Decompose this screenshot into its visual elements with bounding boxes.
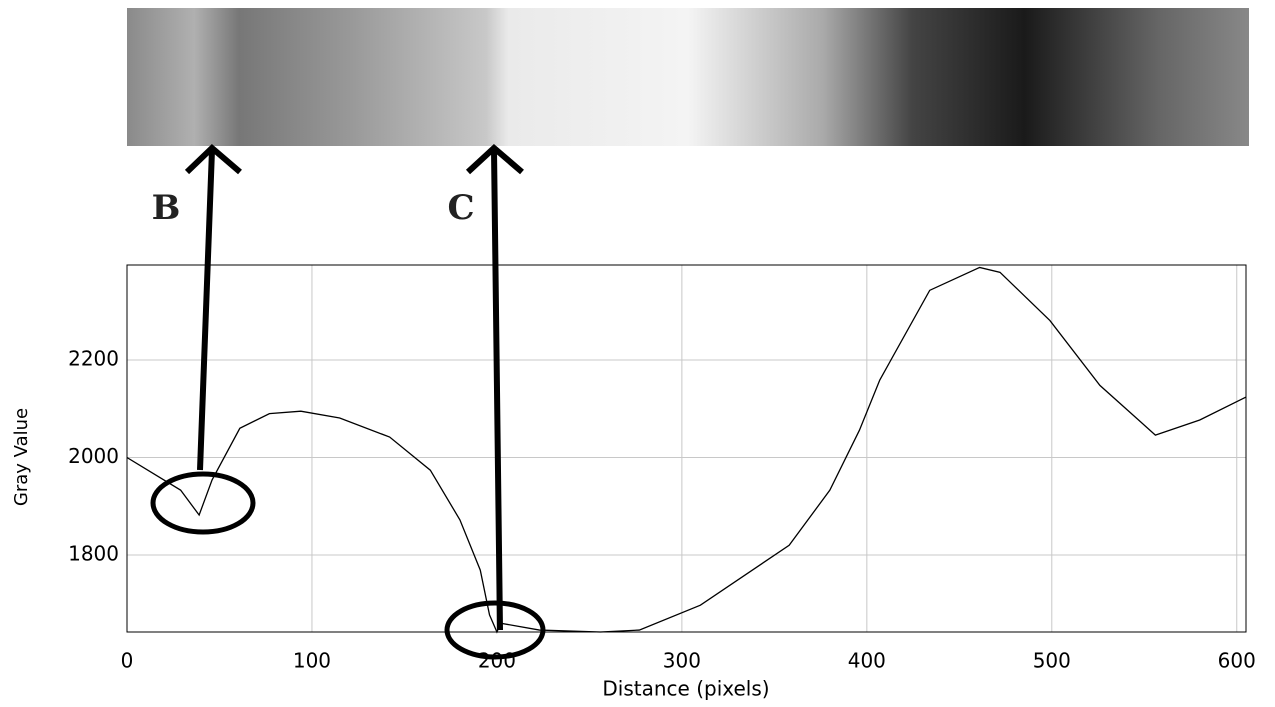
y-tick-label: 1800 [68, 541, 119, 565]
annotation-label: B [152, 188, 181, 228]
x-tick-label: 100 [293, 649, 331, 673]
annotation-label: C [447, 188, 474, 228]
x-tick-label: 0 [121, 649, 134, 673]
x-tick-label: 300 [663, 649, 701, 673]
x-axis-label: Distance (pixels) [602, 677, 769, 701]
y-tick-label: 2000 [68, 444, 119, 468]
x-tick-label: 400 [848, 649, 886, 673]
y-tick-label: 2200 [68, 347, 119, 371]
chart: 0 100 200 300 400 500 600 1800 2000 2200 B C Dist… [0, 0, 1275, 707]
plot-frame [127, 265, 1246, 632]
x-tick-label: 500 [1033, 649, 1071, 673]
annotation-arrows [153, 148, 543, 657]
image-strip [127, 8, 1249, 146]
y-axis-label: Gray Value [11, 408, 32, 506]
x-tick-label: 600 [1218, 649, 1256, 673]
x-tick-label: 200 [478, 649, 516, 673]
data-line [127, 267, 1246, 632]
